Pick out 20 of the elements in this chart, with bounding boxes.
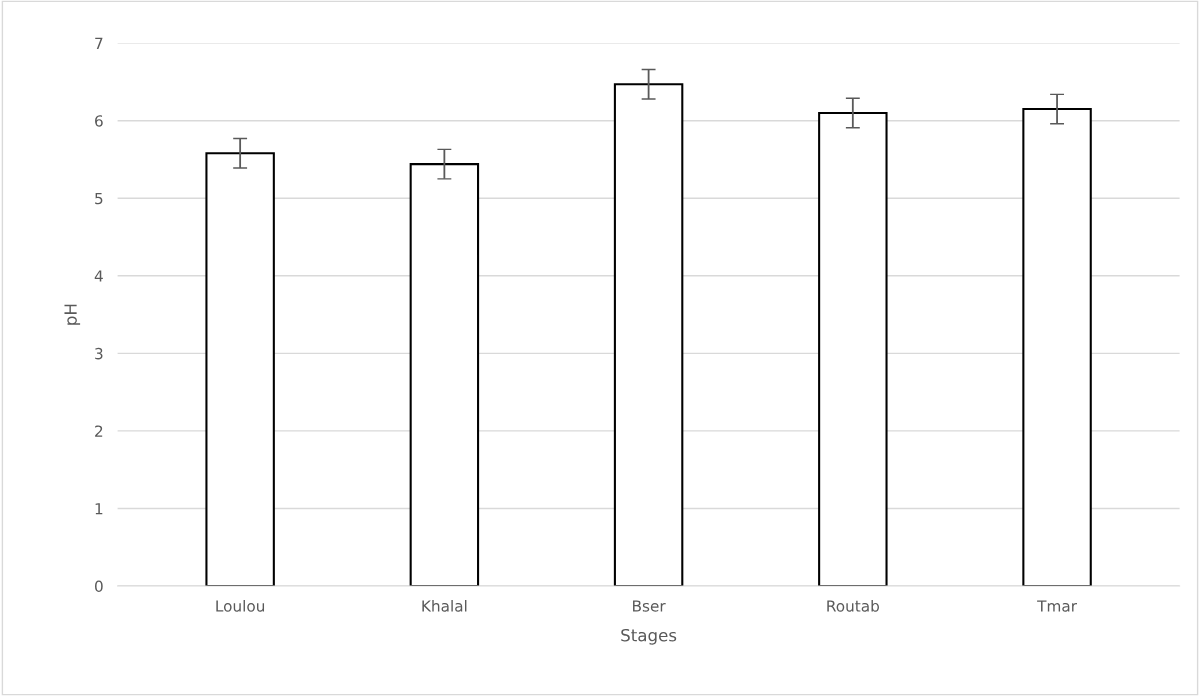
x-tick-label: Loulou [216, 599, 265, 612]
bar [205, 152, 275, 587]
y-tick-label: 2 [95, 425, 103, 437]
bar [1022, 108, 1092, 587]
y-tick-label: 7 [95, 37, 103, 49]
y-tick-label: 4 [94, 270, 103, 282]
x-axis-title: Stages [621, 628, 677, 645]
y-tick-label: 1 [95, 503, 103, 515]
y-axis-title: pH [64, 304, 81, 325]
y-tick-label: 3 [95, 347, 103, 360]
y-tick-label: 0 [95, 580, 103, 593]
x-tick-label: Khalal [422, 599, 467, 612]
x-tick-label: Routab [827, 599, 879, 612]
y-tick-label: 5 [95, 192, 103, 205]
x-tick-label: Tmar [1037, 600, 1077, 612]
bar [613, 83, 684, 587]
bar [818, 111, 888, 587]
y-tick-label: 6 [95, 115, 103, 127]
x-tick-label: Bser [633, 600, 666, 612]
bar [409, 163, 480, 587]
